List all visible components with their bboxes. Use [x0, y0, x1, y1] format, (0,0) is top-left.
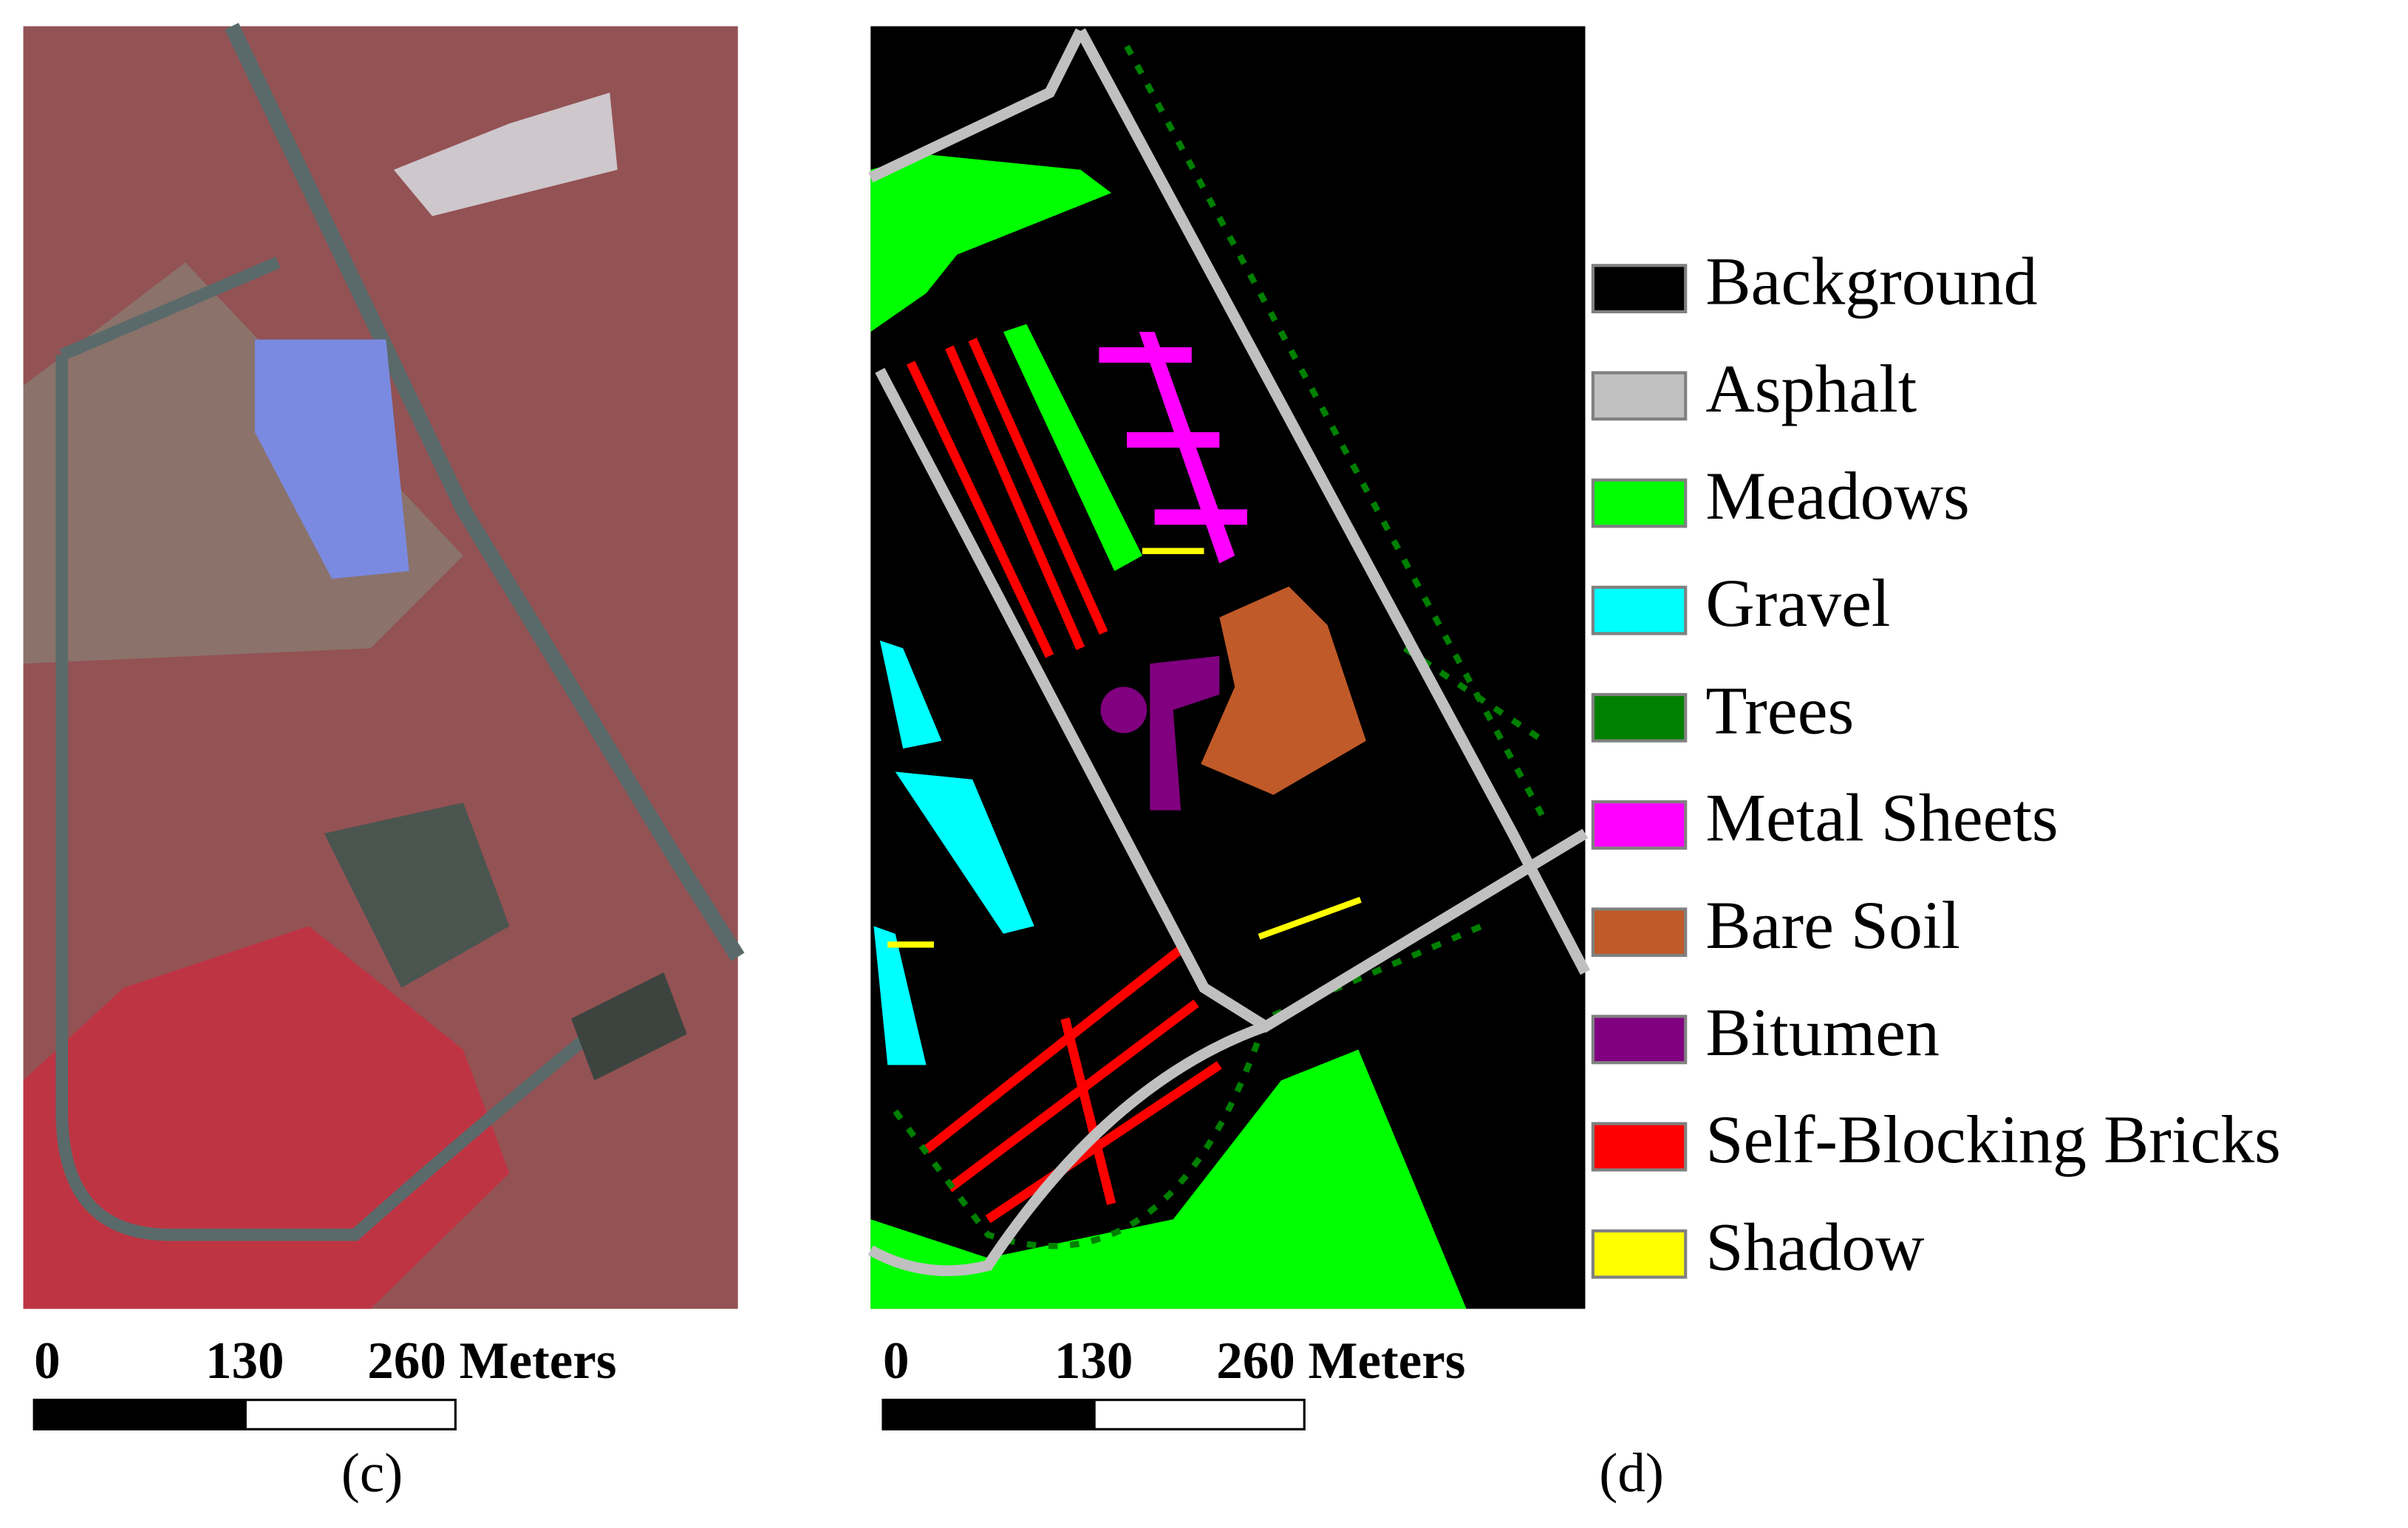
satellite-image	[23, 22, 745, 1309]
metal-sheets-part	[1154, 509, 1247, 525]
metal-sheets-part	[1127, 432, 1220, 448]
trees-area	[893, 44, 1546, 1249]
building-roof	[254, 339, 409, 579]
legend-swatch	[1591, 1122, 1688, 1172]
bitumen-area	[1100, 686, 1147, 734]
scale-bar-black	[33, 1399, 247, 1430]
legend: Background Asphalt Meadows Gravel Trees Metal…	[1591, 244, 2281, 1284]
gravel-area	[873, 640, 1034, 1065]
bitumen-area	[1150, 655, 1220, 811]
scale-label: 130	[205, 1332, 284, 1390]
building	[324, 802, 510, 988]
shadow-part	[1142, 548, 1204, 554]
bare-soil-area	[1201, 586, 1366, 795]
legend-label: Bare Soil	[1705, 887, 1960, 963]
legend-swatch	[1591, 371, 1688, 421]
metal-sheets-part	[1139, 332, 1235, 564]
legend-label: Meadows	[1705, 458, 1969, 533]
asphalt-roads	[867, 28, 1590, 1277]
gravel-part	[895, 771, 1034, 934]
legend-label: Asphalt	[1705, 351, 1917, 426]
legend-label: Gravel	[1705, 565, 1890, 641]
legend-label: Metal Sheets	[1705, 780, 2058, 856]
legend-label: Trees	[1705, 672, 1854, 748]
scale-bars: 0 130 260 Meters (c) 0 130 260 Meters (d)	[33, 1332, 1664, 1504]
trees-part	[893, 44, 1546, 1249]
legend-swatch	[1591, 1229, 1688, 1279]
shadow-part	[887, 941, 934, 948]
meadows-area	[870, 1049, 1467, 1309]
legend-label: Self-Blocking Bricks	[1705, 1102, 2281, 1177]
scale-bar-black	[881, 1399, 1096, 1430]
legend-swatch	[1591, 585, 1688, 635]
shadow-part	[1258, 896, 1362, 940]
legend-swatch	[1591, 264, 1688, 314]
scale-label: 0	[883, 1332, 910, 1390]
scale-label: 260 Meters	[1216, 1332, 1465, 1390]
legend-label: Background	[1705, 244, 2037, 319]
bricks-part	[923, 945, 1222, 1224]
panel-label: (d)	[1599, 1442, 1664, 1504]
panel-label: (c)	[341, 1442, 403, 1504]
scale-label: 0	[34, 1332, 61, 1390]
building	[571, 972, 687, 1081]
scale-label: 130	[1054, 1332, 1133, 1390]
scale-label: 260 Meters	[367, 1332, 616, 1390]
scale-bar-white	[1093, 1399, 1306, 1430]
bricks-part	[906, 337, 1108, 658]
shadow-area	[887, 548, 1362, 948]
classification-map	[867, 26, 1590, 1309]
scale-bar-white	[244, 1399, 457, 1430]
metal-sheets-area	[1099, 332, 1247, 564]
gravel-part	[873, 926, 927, 1065]
legend-swatch	[1591, 692, 1688, 743]
legend-swatch	[1591, 1014, 1688, 1065]
road	[225, 22, 745, 961]
meadows-area	[1003, 324, 1142, 571]
road	[55, 256, 652, 1241]
meadows-area	[870, 154, 1112, 332]
building	[393, 92, 618, 216]
gravel-part	[879, 640, 942, 749]
legend-label: Shadow	[1705, 1209, 1924, 1284]
legend-swatch	[1591, 800, 1688, 850]
metal-sheets-part	[1099, 347, 1192, 363]
legend-swatch	[1591, 907, 1688, 958]
legend-label: Bitumen	[1705, 995, 1940, 1070]
bricks-area	[906, 337, 1222, 1224]
legend-swatch	[1591, 478, 1688, 528]
